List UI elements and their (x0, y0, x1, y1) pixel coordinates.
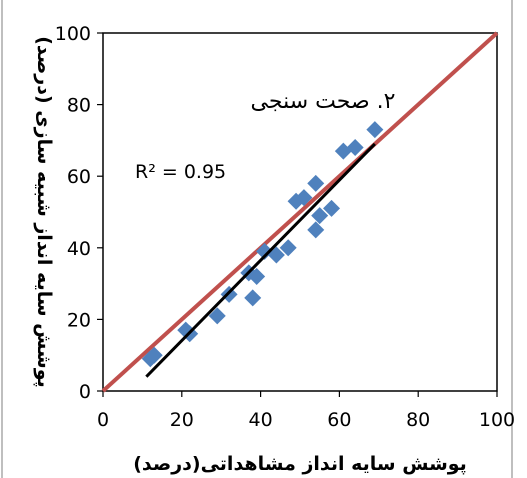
identity-line (101, 31, 499, 393)
x-tick-label: 100 (479, 409, 515, 431)
scatter-point (311, 207, 329, 225)
y-tick-label: 60 (67, 166, 91, 188)
scatter-point (279, 239, 297, 257)
x-tick-label: 80 (406, 409, 430, 431)
scatter-point (145, 346, 163, 364)
y-tick-label: 20 (67, 309, 91, 331)
scatter-point (244, 289, 262, 307)
scatter-point (307, 221, 325, 239)
scatter-point (366, 121, 384, 139)
y-tick-label: 80 (67, 95, 91, 117)
scatter-point (248, 267, 266, 285)
y-axis-title: پوشش سایه انداز شبیه سازی (درصد) (33, 36, 55, 388)
y-tick-label: 40 (67, 238, 91, 260)
plot-frame (102, 32, 498, 392)
data-marks (101, 31, 499, 393)
scatter-point (307, 174, 325, 192)
plot-area (97, 32, 498, 397)
scatter-point (295, 189, 313, 207)
tick-labels: 0 20 40 60 80 100 0 20 40 60 80 100 (55, 23, 515, 431)
x-tick-label: 0 (97, 409, 109, 431)
x-axis-title: پوشش سایه انداز مشاهداتی(درصد) (133, 453, 467, 475)
scatter-point (346, 139, 364, 157)
chart-annotation: ۲. صحت سنجی (251, 89, 396, 114)
x-tick-label: 60 (327, 409, 351, 431)
y-tick-label: 0 (79, 381, 91, 403)
x-tick-label: 40 (249, 409, 273, 431)
y-tick-label: 100 (55, 23, 91, 45)
r-squared-label: R² = 0.95 (135, 161, 226, 183)
trend-line (145, 142, 376, 378)
x-tick-label: 20 (170, 409, 194, 431)
scatter-point (323, 199, 341, 217)
scatter-point (208, 307, 226, 325)
